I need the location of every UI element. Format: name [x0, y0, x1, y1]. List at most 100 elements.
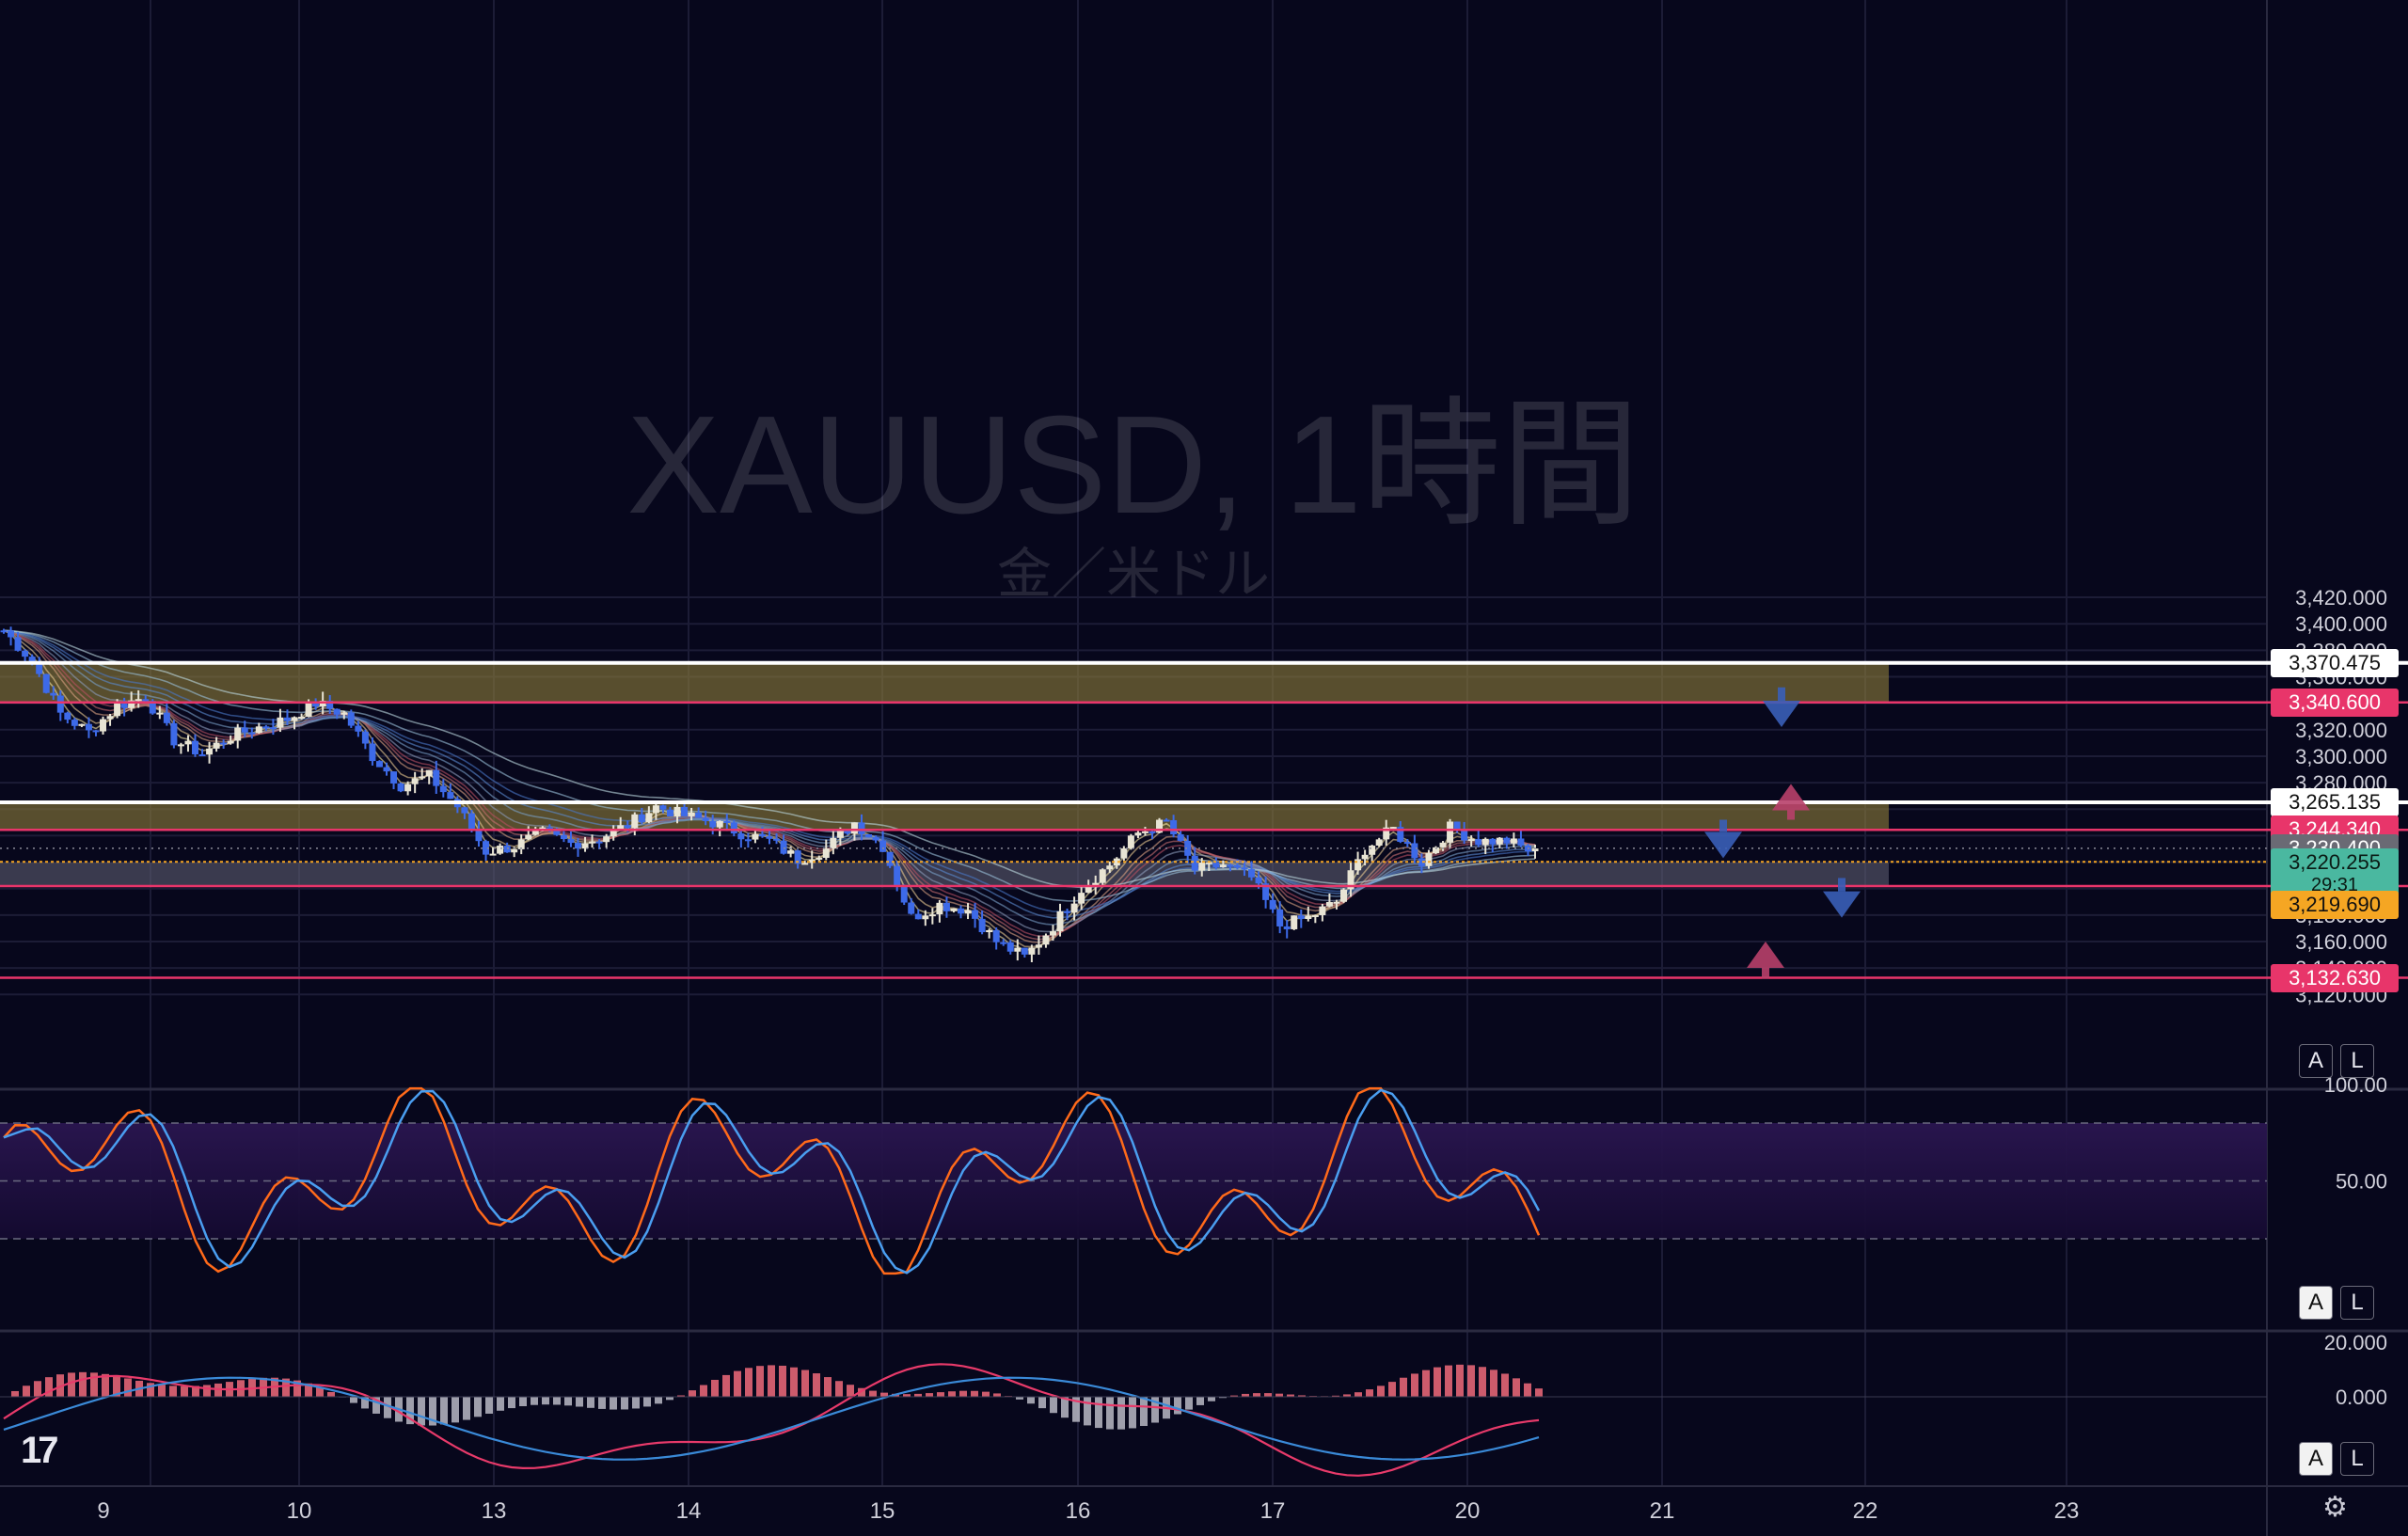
arrow-shaft — [1787, 810, 1795, 820]
arrow-head — [1823, 891, 1861, 918]
macd-bar — [666, 1397, 673, 1401]
macd-signal-line — [3, 1376, 1540, 1461]
macd-bar — [1230, 1395, 1238, 1397]
candle — [1227, 864, 1234, 867]
arrow-shaft — [1762, 968, 1769, 979]
macd-bar — [971, 1390, 978, 1397]
macd-bar — [1287, 1394, 1294, 1397]
candle — [206, 748, 214, 755]
macd-bar — [1129, 1397, 1136, 1429]
candle — [836, 831, 844, 838]
candle — [638, 814, 645, 823]
candle — [120, 704, 128, 708]
candle — [858, 822, 865, 834]
candle — [1325, 902, 1333, 907]
macd-bar — [610, 1397, 617, 1410]
candle — [1333, 901, 1340, 904]
candle — [220, 742, 228, 745]
macd-bar — [124, 1378, 132, 1397]
candle — [1241, 867, 1248, 870]
macd-bar — [440, 1397, 448, 1425]
macd-bar — [203, 1385, 211, 1397]
candle — [36, 661, 43, 674]
candle — [1014, 947, 1022, 952]
candle — [575, 843, 581, 849]
macd-bar — [677, 1395, 685, 1397]
macd-bar — [711, 1379, 719, 1397]
settings-gear-icon[interactable]: ⚙ — [2322, 1492, 2348, 1523]
candle — [22, 650, 29, 657]
candle — [964, 910, 972, 914]
candle — [1369, 846, 1376, 855]
candle — [1467, 839, 1475, 842]
macd-bar — [914, 1393, 922, 1397]
candle — [1184, 840, 1192, 856]
candle — [808, 859, 816, 863]
auto-scale-toggle[interactable]: A — [2299, 1044, 2333, 1078]
macd-auto-toggle[interactable]: A — [2299, 1442, 2333, 1476]
macd-bar — [497, 1397, 504, 1411]
ma-ribbon-line — [3, 629, 1536, 902]
candle — [1481, 838, 1489, 846]
candle — [695, 812, 703, 818]
macd-bar — [1027, 1397, 1035, 1404]
candle — [986, 929, 993, 933]
candle — [8, 630, 15, 638]
candle — [1453, 821, 1461, 831]
macd-bar — [1524, 1383, 1531, 1397]
macd-bar — [948, 1391, 956, 1397]
candle — [1291, 915, 1298, 929]
macd-bar — [531, 1397, 538, 1405]
candle — [1503, 837, 1511, 844]
macd-bar — [959, 1390, 967, 1397]
candle — [1255, 877, 1262, 884]
stoch-log-toggle[interactable]: L — [2340, 1286, 2374, 1320]
candle — [234, 727, 242, 741]
macd-log-toggle[interactable]: L — [2340, 1442, 2374, 1476]
macd-bar — [700, 1385, 707, 1397]
macd-bar — [689, 1390, 696, 1397]
candle — [467, 813, 475, 831]
macd-bar — [372, 1397, 380, 1414]
macd-bar — [1434, 1367, 1441, 1397]
macd-bar — [1140, 1397, 1148, 1427]
macd-bar — [768, 1365, 775, 1397]
macd-bar — [903, 1394, 911, 1397]
candle — [688, 812, 695, 816]
price-tick-label: 3,420.000 — [2295, 586, 2387, 610]
candle — [312, 701, 320, 707]
stoch-auto-toggle[interactable]: A — [2299, 1286, 2333, 1320]
macd-bar — [361, 1397, 369, 1409]
candle — [156, 712, 164, 715]
time-tick-label: 16 — [1066, 1498, 1091, 1524]
candle — [652, 805, 659, 814]
level-badge: 3,340.600 — [2271, 688, 2399, 717]
macd-bar — [1174, 1397, 1181, 1415]
candle — [390, 771, 398, 784]
candle — [822, 847, 830, 859]
macd-bar — [1377, 1386, 1385, 1397]
macd-bar — [384, 1397, 391, 1418]
macd-bar — [429, 1397, 436, 1426]
candle — [1141, 831, 1149, 833]
candle — [0, 630, 8, 633]
macd-bar — [1084, 1397, 1091, 1426]
candle — [1447, 821, 1454, 843]
candle — [617, 825, 625, 830]
macd-bar — [158, 1385, 166, 1397]
candle — [1092, 882, 1100, 886]
macd-bar — [147, 1383, 154, 1397]
log-scale-toggle[interactable]: L — [2340, 1044, 2374, 1078]
candle — [135, 699, 142, 702]
arrow-shaft — [1838, 878, 1846, 892]
candle — [1375, 839, 1383, 847]
level-badge: 3,370.475 — [2271, 648, 2399, 677]
candle — [1035, 944, 1042, 948]
candle — [1276, 909, 1284, 926]
macd-bar — [90, 1372, 98, 1397]
candle — [511, 848, 518, 853]
time-tick-label: 23 — [2054, 1498, 2080, 1524]
candle — [744, 839, 752, 842]
